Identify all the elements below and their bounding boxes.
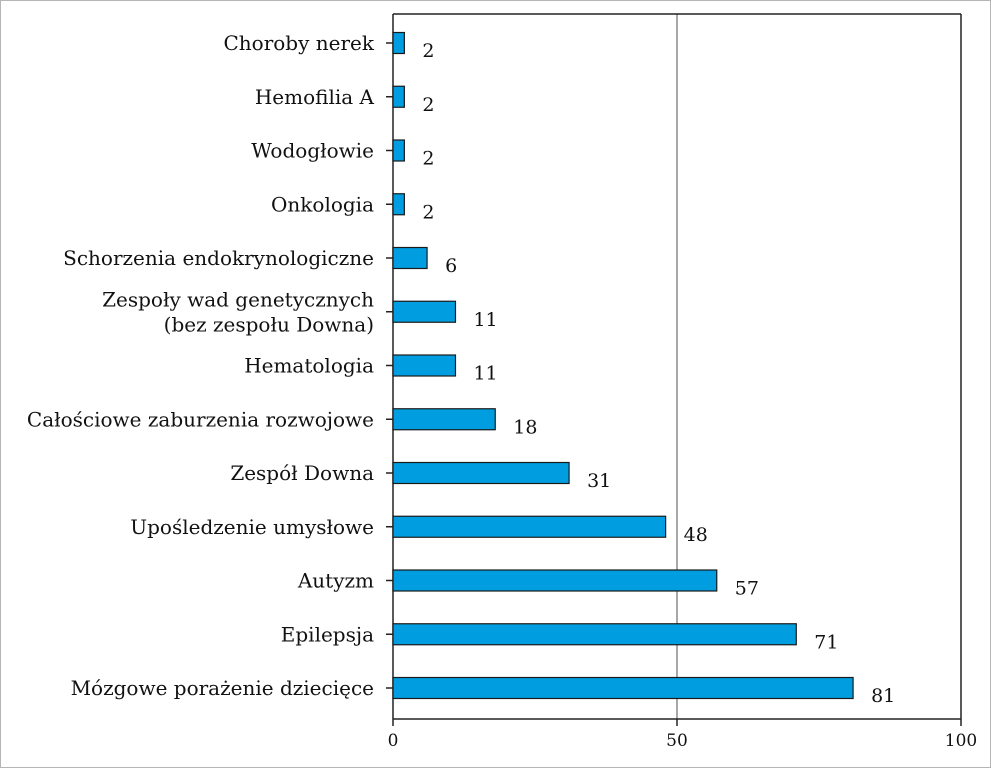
category-label: Epilepsja — [281, 622, 374, 646]
value-label: 71 — [814, 631, 838, 653]
bar — [392, 139, 405, 162]
bar — [392, 354, 457, 377]
category-label: Mózgowe porażenie dziecięce — [71, 676, 374, 700]
category-label: Hematologia — [244, 354, 374, 378]
category-label: Zespoły wad genetycznych (bez zespołu Dow… — [102, 287, 374, 336]
value-label: 57 — [735, 578, 759, 600]
category-label: Choroby nerek — [223, 31, 374, 55]
bar — [392, 408, 496, 431]
category-label: Onkologia — [271, 192, 374, 216]
category-label: Hemofilia A — [255, 85, 375, 109]
category-label: Zespół Downa — [230, 461, 374, 485]
category-label: Schorzenia endokrynologiczne — [63, 246, 374, 270]
value-label: 11 — [473, 309, 497, 331]
value-label: 18 — [513, 416, 537, 438]
x-tick-label: 50 — [666, 731, 688, 751]
category-label: Całościowe zaburzenia rozwojowe — [27, 407, 374, 431]
value-label: 2 — [422, 201, 434, 223]
value-label: 2 — [422, 40, 434, 62]
bar — [392, 569, 718, 592]
bar — [392, 515, 667, 538]
x-tick-label: 100 — [945, 731, 977, 751]
category-label: Upośledzenie umysłowe — [130, 515, 374, 539]
value-label: 2 — [422, 148, 434, 170]
value-label: 6 — [445, 255, 457, 277]
value-label: 48 — [684, 524, 708, 546]
category-label: Autyzm — [297, 569, 374, 593]
bar — [392, 85, 405, 108]
category-label: Wodogłowie — [251, 139, 374, 163]
bar — [392, 623, 797, 646]
bar — [392, 31, 405, 55]
bar — [392, 676, 854, 700]
value-label: 81 — [871, 685, 895, 707]
x-tick-label: 0 — [388, 731, 399, 751]
bar — [392, 461, 570, 485]
bar — [392, 193, 405, 216]
value-label: 31 — [587, 470, 611, 492]
value-label: 2 — [422, 94, 434, 116]
bar — [392, 246, 428, 270]
bar — [392, 300, 457, 323]
value-label: 11 — [473, 363, 497, 385]
